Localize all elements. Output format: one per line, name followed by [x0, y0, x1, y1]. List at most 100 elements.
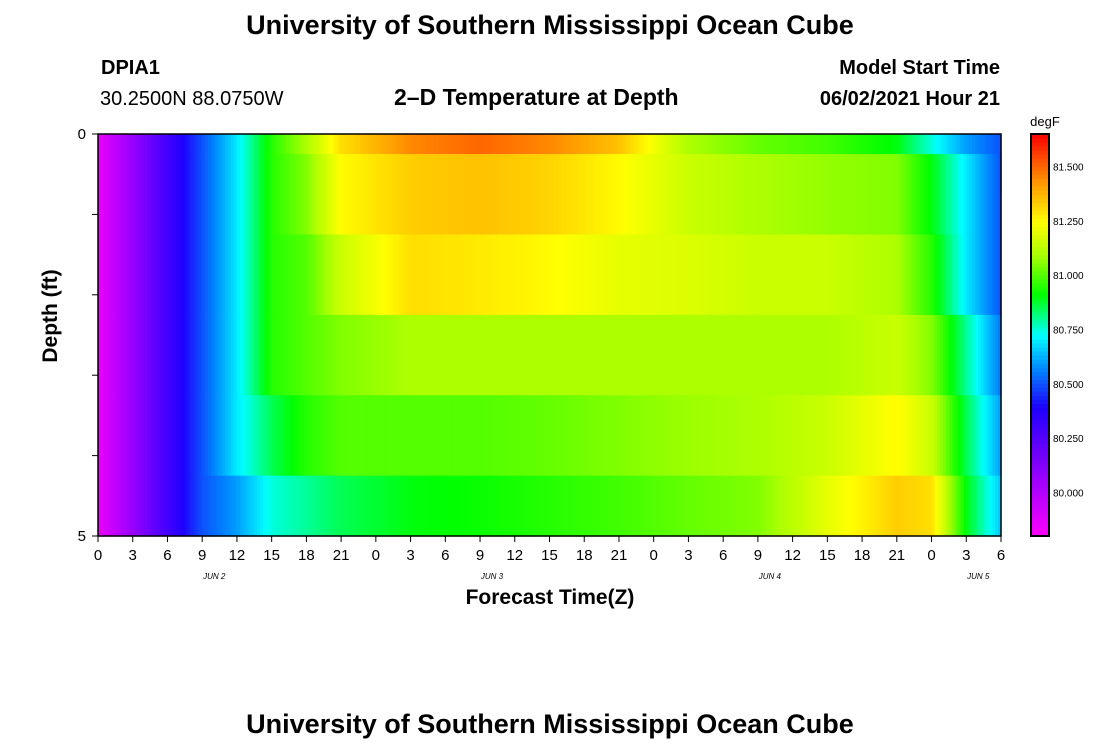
heatmap-cell	[184, 395, 189, 477]
heatmap-cell	[265, 314, 270, 396]
heatmap-cell	[760, 234, 765, 316]
heatmap-cell	[682, 234, 687, 316]
heatmap-cell	[141, 314, 145, 396]
heatmap-cell	[948, 475, 953, 537]
heatmap-cell	[717, 314, 721, 396]
heatmap-cell	[853, 314, 857, 396]
heatmap-cell	[497, 154, 501, 236]
heatmap-cell	[853, 395, 857, 477]
x-tick-label: 12	[784, 547, 801, 564]
heatmap-cell	[977, 314, 982, 396]
heatmap-cell	[228, 314, 232, 396]
heatmap-cell	[818, 154, 823, 236]
heatmap-cell	[645, 234, 649, 316]
heatmap-cell	[309, 154, 313, 236]
heatmap-cell	[222, 395, 226, 477]
colorbar-swatch	[1031, 455, 1049, 461]
heatmap-cell	[948, 154, 953, 236]
heatmap-cell	[940, 234, 944, 316]
heatmap-cell	[196, 395, 200, 477]
heatmap-cell	[714, 154, 718, 236]
colorbar-swatch	[1031, 439, 1049, 445]
heatmap-cell	[242, 395, 247, 477]
heatmap-cell	[147, 154, 151, 236]
heatmap-cell	[572, 154, 577, 236]
heatmap-cell	[326, 475, 331, 537]
heatmap-cell	[124, 154, 128, 236]
heatmap-cell	[905, 234, 909, 316]
heatmap-cell	[595, 154, 600, 236]
heatmap-cell	[639, 395, 643, 477]
y-axis-ticks: 05	[78, 126, 98, 545]
heatmap-cell	[268, 154, 273, 236]
heatmap-cell	[838, 154, 843, 236]
heatmap-cell	[309, 475, 313, 537]
heatmap-cell	[937, 154, 941, 236]
heatmap-cell	[471, 395, 475, 477]
heatmap-cell	[271, 234, 276, 316]
x-tick-label: 0	[372, 547, 380, 564]
heatmap-cell	[150, 395, 154, 477]
heatmap-cell	[786, 314, 791, 396]
heatmap-cell	[783, 234, 788, 316]
heatmap-cell	[150, 234, 154, 316]
heatmap-cell	[121, 234, 125, 316]
heatmap-cell	[986, 475, 991, 537]
heatmap-cell	[164, 154, 169, 236]
heatmap-cell	[121, 154, 125, 236]
heatmap-cell	[341, 395, 345, 477]
heatmap-cell	[506, 154, 510, 236]
heatmap-cell	[763, 475, 768, 537]
heatmap-cell	[286, 395, 290, 477]
heatmap-cell	[584, 234, 588, 316]
heatmap-cell	[158, 234, 163, 316]
heatmap-cell	[508, 234, 513, 316]
heatmap-cell	[315, 395, 319, 477]
heatmap-cell	[940, 475, 944, 537]
heatmap-cell	[413, 154, 417, 236]
day-label: JUN 5	[966, 572, 990, 581]
heatmap-cell	[262, 395, 267, 477]
heatmap-cell	[546, 395, 551, 477]
heatmap-cell	[344, 314, 348, 396]
colorbar-swatch	[1031, 515, 1049, 521]
heatmap-cell	[688, 154, 692, 236]
heatmap-cell	[393, 395, 397, 477]
heatmap-cell	[537, 314, 542, 396]
heatmap-cell	[830, 234, 834, 316]
heatmap-cell	[566, 314, 571, 396]
heatmap-cell	[109, 314, 114, 396]
heatmap-cell	[480, 395, 484, 477]
heatmap-cell	[685, 234, 690, 316]
heatmap-cell	[231, 395, 235, 477]
heatmap-cell	[616, 154, 620, 236]
heatmap-cell	[459, 314, 464, 396]
heatmap-cell	[789, 154, 794, 236]
heatmap-cell	[726, 314, 730, 396]
heatmap-cell	[242, 475, 247, 537]
heatmap-cell	[262, 475, 267, 537]
heatmap-cell	[150, 154, 154, 236]
heatmap-cell	[578, 395, 582, 477]
heatmap-cell	[786, 395, 791, 477]
heatmap-cell	[404, 475, 409, 537]
heatmap-cell	[482, 475, 487, 537]
heatmap-cell	[691, 234, 695, 316]
heatmap-cell	[682, 154, 687, 236]
heatmap-cell	[372, 154, 377, 236]
heatmap-cell	[482, 314, 487, 396]
heatmap-cell	[361, 154, 365, 236]
colorbar-swatch	[1031, 286, 1049, 292]
heatmap-cell	[317, 475, 322, 537]
heatmap-cell	[566, 395, 571, 477]
heatmap-cell	[262, 234, 267, 316]
colorbar-swatch	[1031, 302, 1049, 308]
heatmap-cell	[636, 314, 640, 396]
heatmap-cell	[642, 154, 646, 236]
heatmap-cell	[972, 234, 976, 316]
heatmap-cell	[532, 395, 536, 477]
heatmap-cell	[804, 475, 808, 537]
heatmap-cell	[396, 395, 400, 477]
heatmap-cell	[807, 395, 811, 477]
heatmap-cell	[234, 395, 238, 477]
